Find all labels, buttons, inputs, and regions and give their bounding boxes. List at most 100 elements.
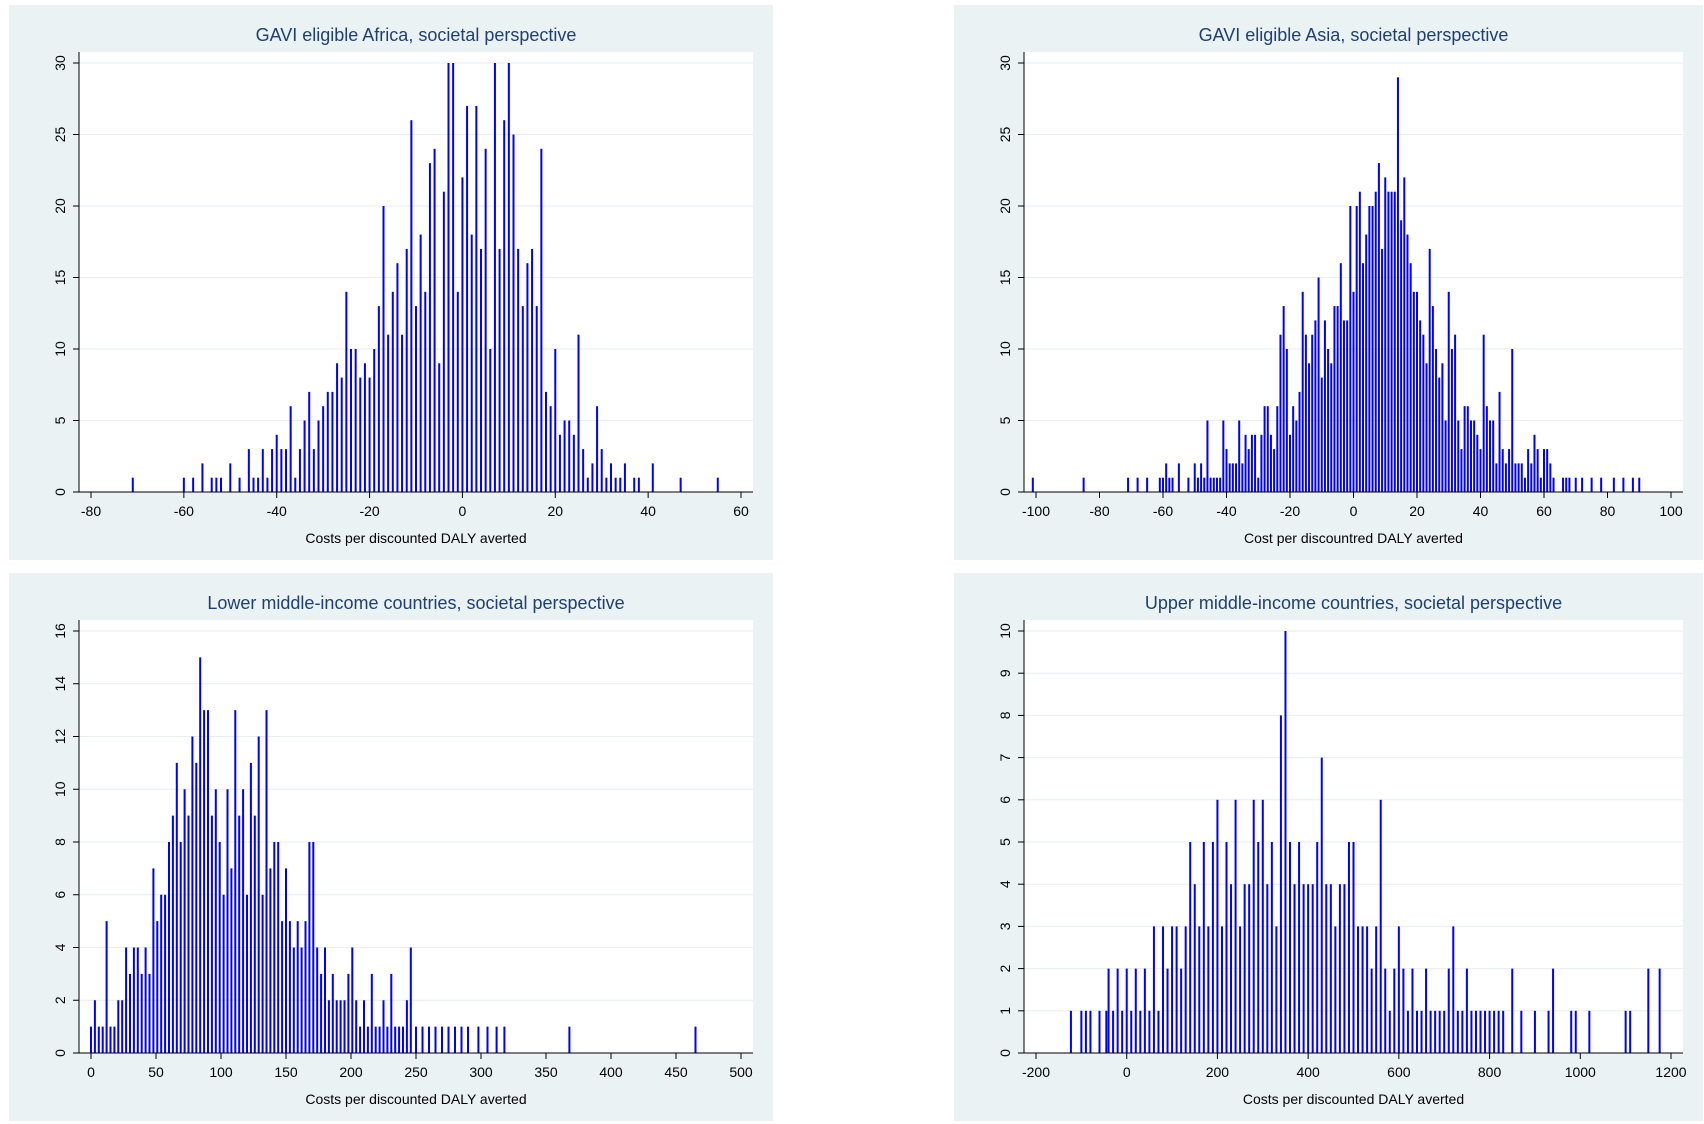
bar <box>1457 420 1460 492</box>
bar <box>577 334 580 492</box>
bar <box>475 105 478 493</box>
bar <box>1523 477 1526 492</box>
bar <box>1429 1010 1432 1053</box>
bar <box>1276 406 1279 492</box>
bar <box>192 477 195 492</box>
bar <box>1390 191 1393 492</box>
x-axis-label: Costs per discounted DALY averted <box>305 1091 526 1107</box>
bar <box>1574 1010 1577 1053</box>
bar <box>1447 291 1450 492</box>
bar <box>1198 926 1201 1053</box>
bar <box>363 1000 365 1053</box>
bar <box>218 842 221 1053</box>
bar <box>1450 349 1453 492</box>
bar <box>1295 420 1298 492</box>
bar <box>292 947 295 1053</box>
bar <box>1311 884 1314 1053</box>
bar <box>1307 884 1310 1053</box>
y-tick-label: 7 <box>997 753 1013 761</box>
bar <box>442 191 445 492</box>
bar <box>1082 477 1085 492</box>
bar <box>619 477 622 492</box>
bar <box>390 973 393 1053</box>
bar <box>327 1000 330 1053</box>
bar <box>1314 320 1317 492</box>
bar <box>1479 1010 1482 1053</box>
y-tick-label: 3 <box>997 922 1013 930</box>
bar <box>1465 968 1468 1053</box>
bar <box>1146 477 1149 492</box>
bar <box>434 1026 437 1053</box>
bar <box>1289 842 1291 1053</box>
bar <box>1134 968 1137 1053</box>
bar <box>596 406 599 492</box>
bar <box>308 842 311 1053</box>
bar <box>1152 926 1155 1053</box>
x-tick-label: 400 <box>599 1064 623 1080</box>
x-tick-label: 40 <box>1473 503 1489 519</box>
bar <box>1347 842 1350 1053</box>
bar <box>1495 463 1498 492</box>
bar <box>246 894 248 1053</box>
bar <box>1263 406 1266 492</box>
bar <box>526 263 529 492</box>
bar <box>1461 1010 1464 1053</box>
x-tick-label: 200 <box>339 1064 363 1080</box>
bar <box>1552 477 1555 492</box>
bar <box>549 406 552 492</box>
bar <box>121 1000 124 1053</box>
bar <box>271 449 274 492</box>
chart-title: GAVI eligible Asia, societal perspective <box>1199 25 1509 45</box>
bar <box>467 1026 469 1053</box>
bar <box>1285 349 1288 492</box>
bar <box>331 391 334 492</box>
bar <box>359 1026 362 1053</box>
panel: Upper middle-income countries, societal … <box>954 573 1703 1121</box>
bar <box>1211 842 1214 1053</box>
bar <box>113 1026 116 1053</box>
bar <box>558 434 561 492</box>
bar <box>1162 926 1164 1053</box>
x-tick-label: 0 <box>1350 503 1358 519</box>
bar <box>1311 334 1314 492</box>
x-tick-label: 0 <box>1123 1064 1131 1080</box>
y-tick-label: 20 <box>52 198 68 214</box>
bar <box>447 63 450 492</box>
bar <box>1438 377 1441 492</box>
bar <box>694 1026 697 1053</box>
bar <box>1136 477 1139 492</box>
bar <box>1284 631 1287 1053</box>
bar <box>350 349 352 492</box>
bar <box>1257 477 1260 492</box>
bar <box>1279 715 1282 1053</box>
bar <box>1434 1010 1437 1053</box>
bar <box>351 947 354 1053</box>
bar <box>1244 434 1247 492</box>
bar <box>1631 477 1634 492</box>
bar <box>298 449 301 492</box>
bar <box>1325 884 1328 1053</box>
bar <box>1463 406 1466 492</box>
bar <box>1292 406 1295 492</box>
bar <box>1629 1010 1632 1053</box>
bar <box>1539 477 1542 492</box>
bar <box>1543 449 1545 492</box>
x-axis-label: Costs per discounted DALY averted <box>1243 1091 1464 1107</box>
bar <box>586 477 589 492</box>
bar <box>148 973 151 1053</box>
bar <box>1349 206 1352 492</box>
bar <box>354 349 357 492</box>
bar <box>1412 291 1415 492</box>
bar <box>396 263 399 492</box>
bar <box>382 1000 385 1053</box>
bar <box>1302 884 1305 1053</box>
bar <box>1116 968 1119 1053</box>
bar <box>1444 420 1447 492</box>
bar <box>1590 477 1593 492</box>
bar <box>210 815 213 1053</box>
bar <box>1200 463 1203 492</box>
bar <box>424 291 427 492</box>
bar <box>1520 463 1523 492</box>
bar <box>140 973 143 1053</box>
bar <box>1600 477 1603 492</box>
